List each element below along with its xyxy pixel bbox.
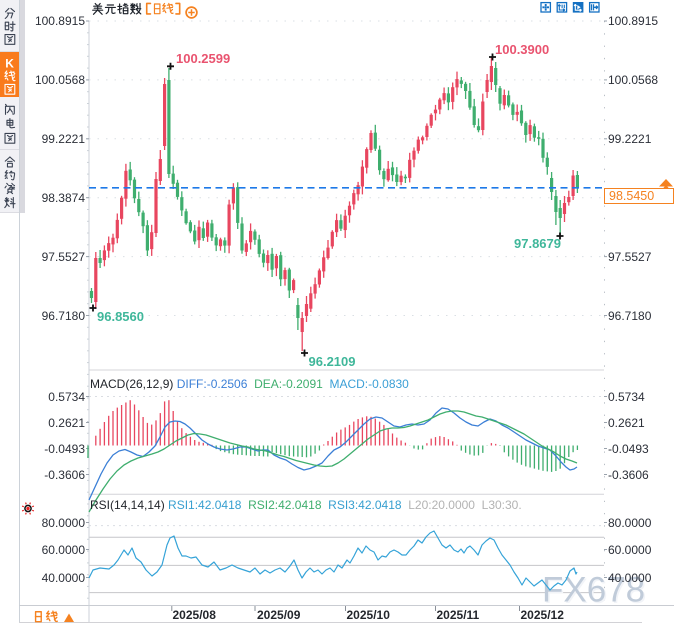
svg-text:K: K xyxy=(5,57,14,71)
svg-text:FX678: FX678 xyxy=(544,572,647,611)
svg-text:FX678: FX678 xyxy=(542,571,645,610)
